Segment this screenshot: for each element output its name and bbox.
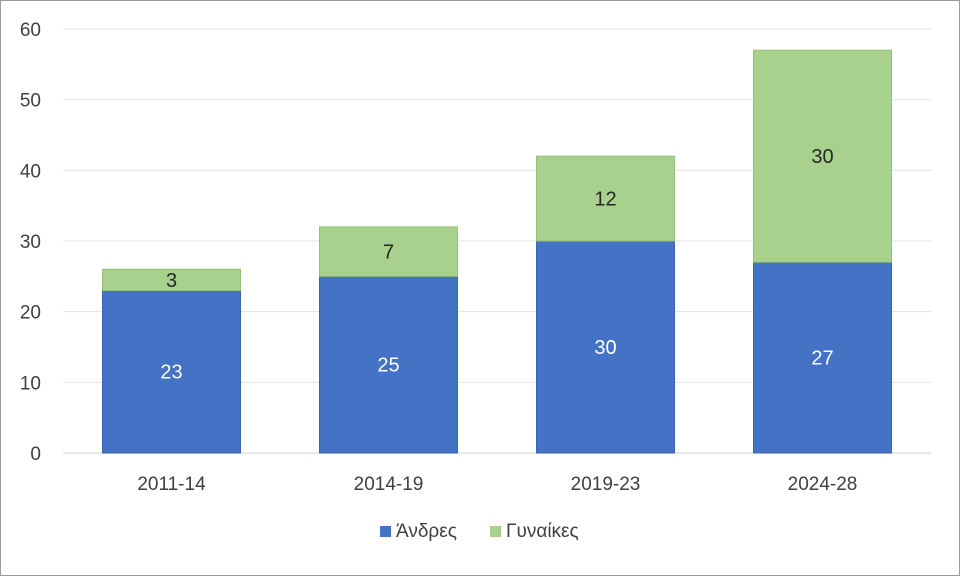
legend: Άνδρες Γυναίκες	[380, 521, 579, 542]
legend-label: Άνδρες	[396, 521, 457, 542]
x-axis-ticks: 2011-14 2014-19 2019-23 2024-28	[137, 474, 857, 495]
bar-segment	[753, 261, 892, 454]
legend-swatch	[490, 526, 501, 537]
legend-swatch	[380, 526, 391, 537]
y-tick-label: 10	[20, 373, 41, 394]
data-label: 30	[811, 146, 833, 168]
x-tick-label: 2024-28	[788, 474, 858, 495]
y-axis-ticks: 0 10 20 30 40 50 60	[20, 20, 41, 465]
data-label: 27	[811, 348, 833, 370]
x-tick-label: 2019-23	[571, 474, 641, 495]
bar-segment	[319, 275, 458, 454]
data-label: 30	[594, 337, 616, 359]
bar-segment	[102, 289, 241, 454]
bar-segment	[102, 268, 241, 291]
data-label: 3	[166, 270, 177, 292]
y-tick-label: 60	[20, 20, 41, 41]
data-label: 12	[594, 189, 616, 211]
y-tick-label: 30	[20, 232, 41, 253]
y-tick-label: 40	[20, 161, 41, 182]
bar-segment	[536, 155, 675, 242]
bar-segment	[319, 226, 458, 277]
x-tick-label: 2014-19	[354, 474, 424, 495]
bars: 23 3 25 7 30 12 27 30	[102, 49, 892, 454]
x-tick-label: 2011-14	[137, 474, 206, 495]
bar-segment	[753, 49, 892, 263]
y-tick-label: 20	[20, 303, 41, 324]
data-label: 25	[377, 355, 399, 377]
legend-label: Γυναίκες	[506, 521, 579, 542]
y-tick-label: 50	[20, 91, 41, 112]
y-tick-label: 0	[30, 444, 41, 465]
bar-segment	[536, 240, 675, 454]
data-label: 23	[160, 362, 182, 384]
data-label: 7	[383, 242, 394, 264]
